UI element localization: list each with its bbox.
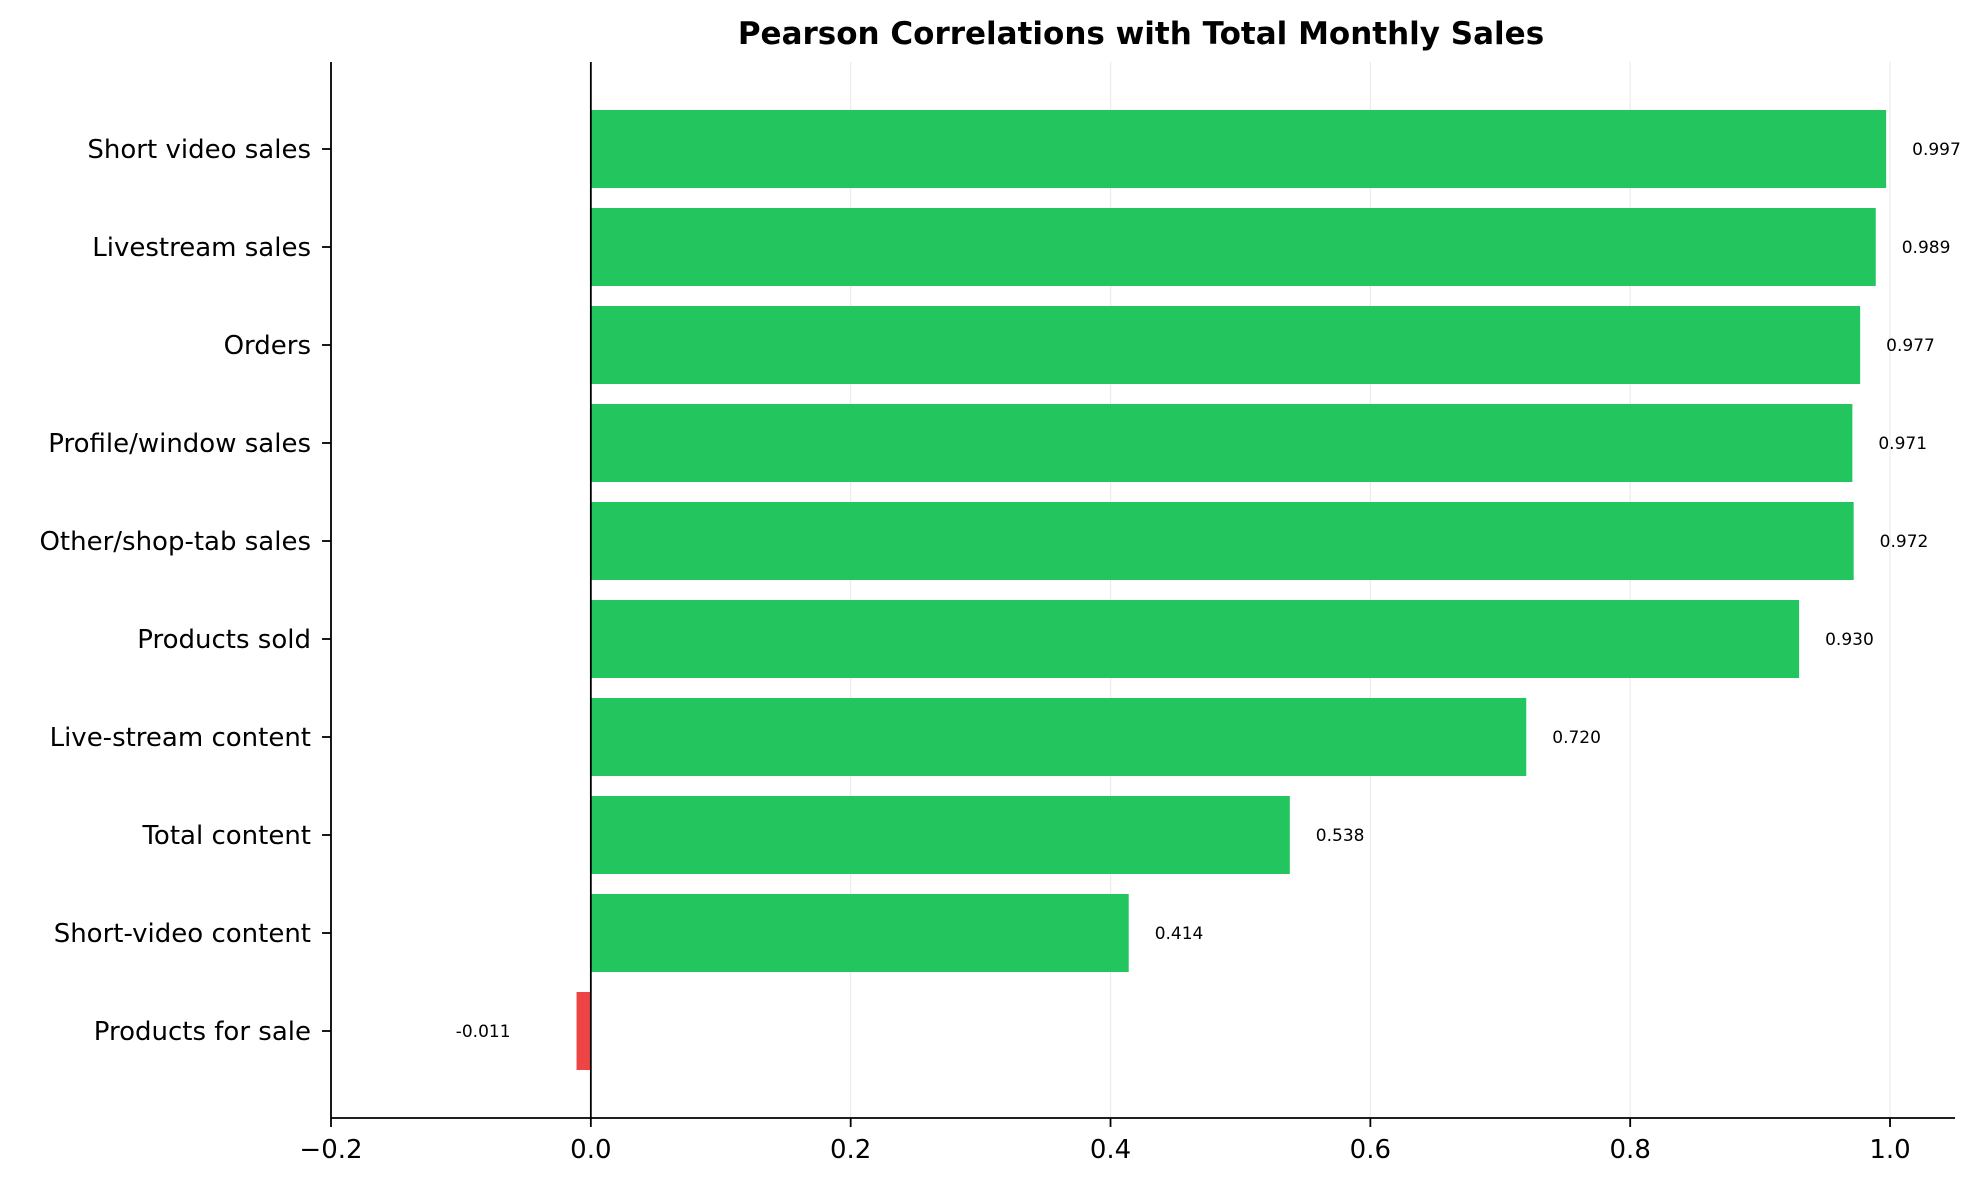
bar xyxy=(590,600,1800,678)
data-label: 0.720 xyxy=(1552,728,1601,748)
x-tick-label: 0.2 xyxy=(830,1135,871,1165)
data-label: 0.997 xyxy=(1912,140,1961,160)
category-label: Orders xyxy=(224,331,311,361)
bar xyxy=(590,894,1129,972)
category-label: Total content xyxy=(141,821,311,851)
bars-layer xyxy=(576,110,1887,1070)
data-label: 0.989 xyxy=(1902,238,1951,258)
x-tick-label: −0.2 xyxy=(299,1135,362,1165)
data-label: 0.977 xyxy=(1886,336,1935,356)
data-label: -0.011 xyxy=(456,1022,511,1042)
data-label: 0.930 xyxy=(1825,630,1874,650)
bar xyxy=(590,306,1861,384)
x-tick-label: 0.6 xyxy=(1350,1135,1391,1165)
x-tick-label: 0.8 xyxy=(1610,1135,1651,1165)
data-label: 0.972 xyxy=(1880,532,1929,552)
bar xyxy=(590,502,1854,580)
category-label: Products sold xyxy=(137,625,311,655)
data-label: 0.538 xyxy=(1316,826,1365,846)
data-label: 0.971 xyxy=(1878,434,1927,454)
x-tick-label: 0.0 xyxy=(570,1135,611,1165)
category-label: Live-stream content xyxy=(50,723,311,753)
x-tick-label: 0.4 xyxy=(1090,1135,1131,1165)
axes-layer xyxy=(322,62,1955,1127)
bar xyxy=(590,796,1290,874)
category-label: Short video sales xyxy=(87,135,311,165)
chart-title: Pearson Correlations with Total Monthly … xyxy=(738,16,1544,52)
bar xyxy=(590,110,1887,188)
category-label: Livestream sales xyxy=(92,233,311,263)
labels-layer: 0.997 0.989 0.977 0.971 0.972 0.930 0.720 0.538… xyxy=(39,135,1960,1165)
bar xyxy=(576,992,591,1070)
category-label: Other/shop-tab sales xyxy=(39,527,311,557)
category-label: Products for sale xyxy=(94,1017,311,1047)
category-label: Profile/window sales xyxy=(48,429,311,459)
bar xyxy=(590,208,1876,286)
category-label: Short-video content xyxy=(54,919,311,949)
bar xyxy=(590,404,1853,482)
x-tick-label: 1.0 xyxy=(1869,1135,1910,1165)
data-label: 0.414 xyxy=(1155,924,1204,944)
bar xyxy=(590,698,1527,776)
